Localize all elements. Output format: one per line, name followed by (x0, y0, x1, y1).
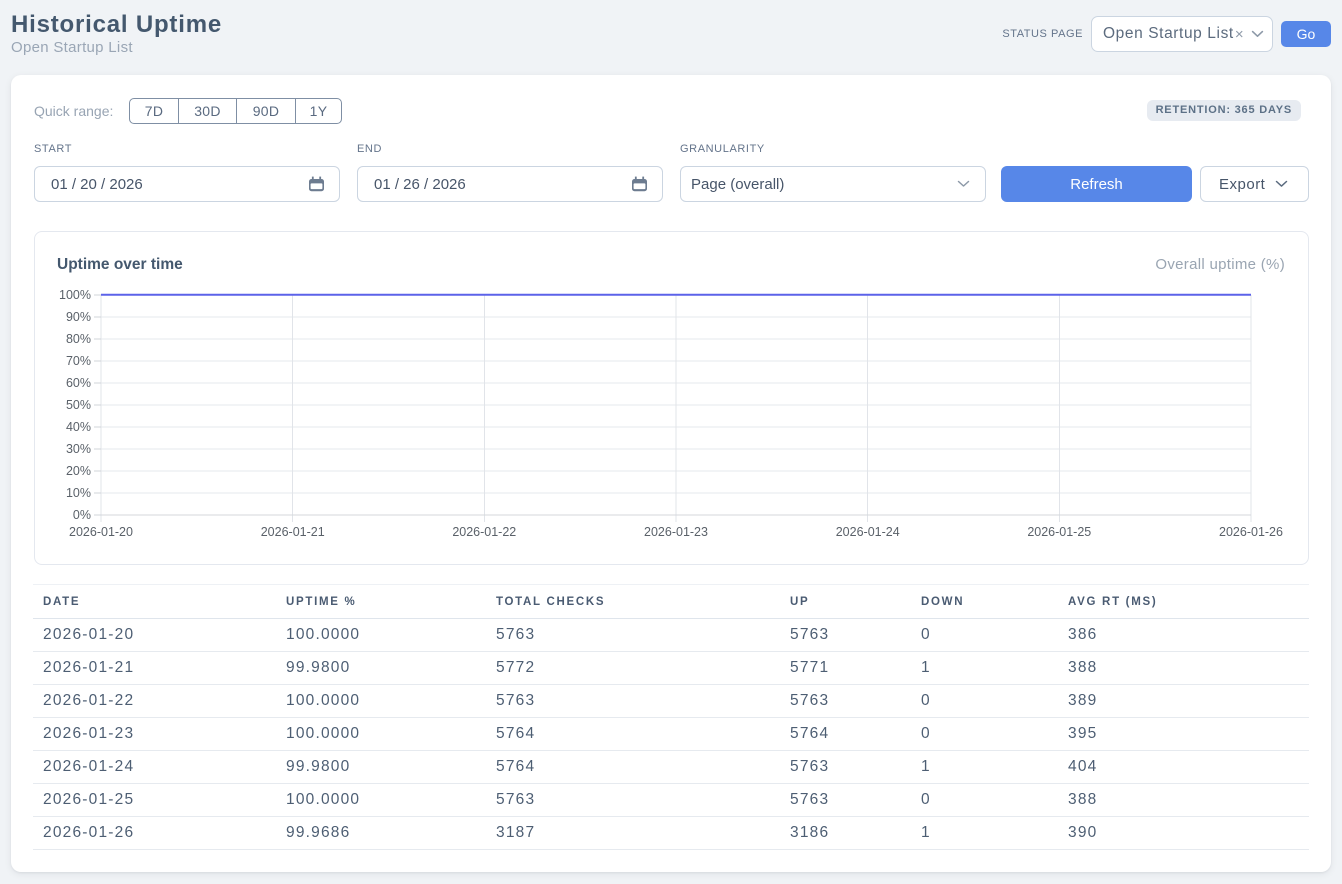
svg-text:2026-01-20: 2026-01-20 (69, 525, 133, 539)
svg-text:2026-01-22: 2026-01-22 (452, 525, 516, 539)
svg-text:0%: 0% (73, 508, 91, 522)
svg-text:60%: 60% (66, 376, 91, 390)
svg-text:2026-01-21: 2026-01-21 (261, 525, 325, 539)
svg-text:50%: 50% (66, 398, 91, 412)
svg-text:90%: 90% (66, 310, 91, 324)
svg-text:80%: 80% (66, 332, 91, 346)
svg-text:100%: 100% (59, 288, 91, 302)
svg-text:70%: 70% (66, 354, 91, 368)
svg-text:2026-01-24: 2026-01-24 (836, 525, 900, 539)
svg-text:2026-01-25: 2026-01-25 (1027, 525, 1091, 539)
svg-text:2026-01-26: 2026-01-26 (1219, 525, 1283, 539)
svg-text:20%: 20% (66, 464, 91, 478)
svg-text:30%: 30% (66, 442, 91, 456)
svg-text:10%: 10% (66, 486, 91, 500)
svg-text:40%: 40% (66, 420, 91, 434)
svg-text:2026-01-23: 2026-01-23 (644, 525, 708, 539)
